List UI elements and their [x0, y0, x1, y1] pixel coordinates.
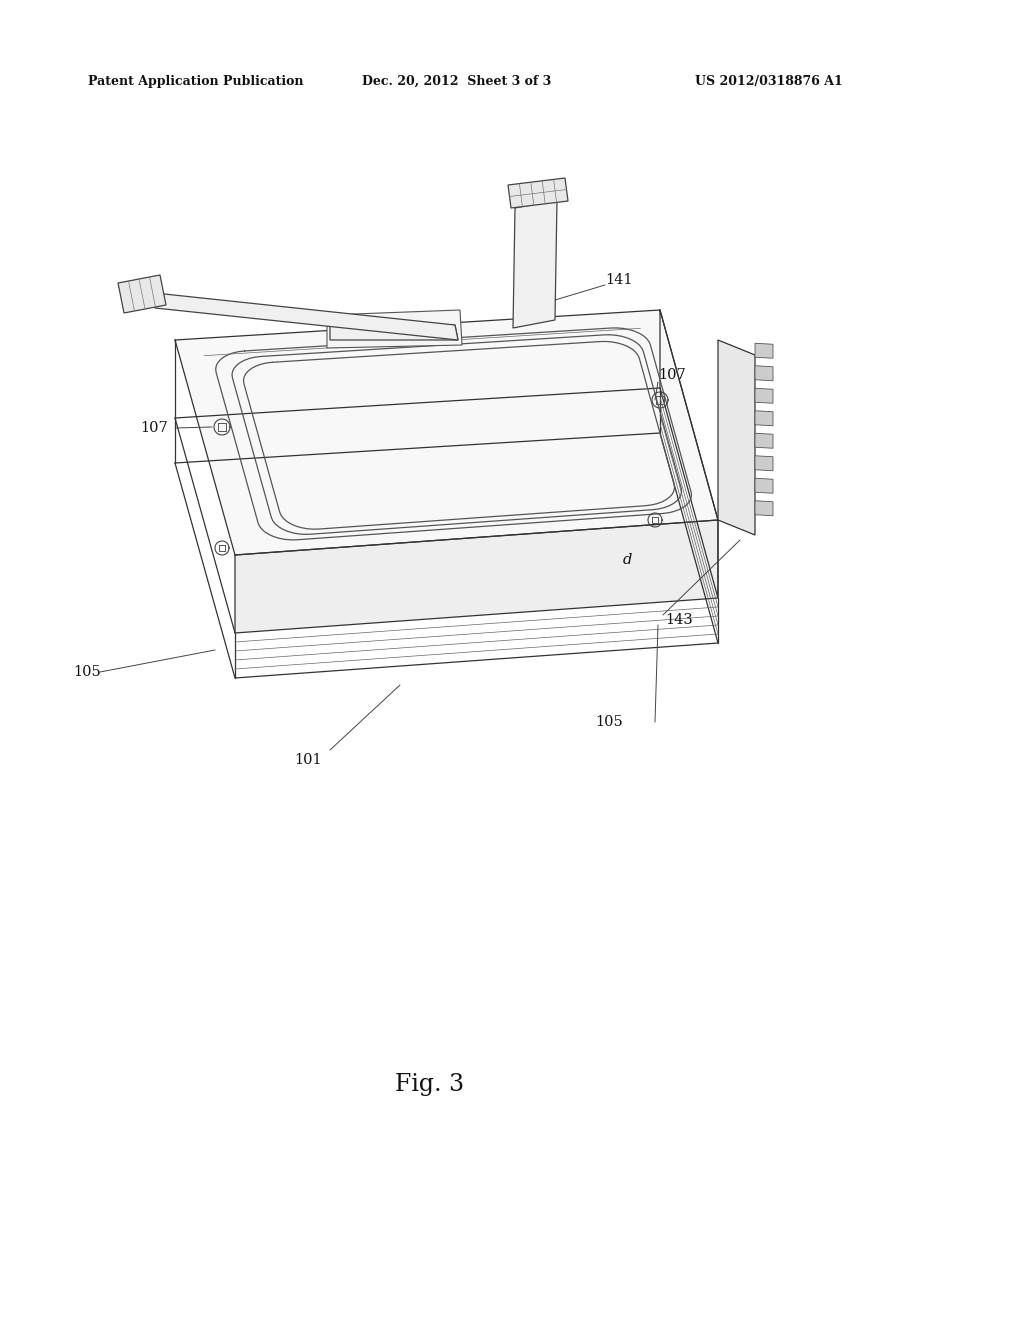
- Polygon shape: [118, 275, 166, 313]
- Polygon shape: [755, 366, 773, 380]
- Text: 101: 101: [294, 752, 322, 767]
- Polygon shape: [755, 343, 773, 358]
- Text: d: d: [623, 553, 633, 568]
- Text: 143: 143: [665, 612, 693, 627]
- Polygon shape: [155, 293, 458, 341]
- Text: 107: 107: [658, 368, 686, 381]
- Polygon shape: [660, 310, 718, 598]
- Text: Fig. 3: Fig. 3: [395, 1073, 465, 1097]
- Polygon shape: [755, 433, 773, 449]
- Polygon shape: [234, 520, 718, 634]
- Text: Dec. 20, 2012  Sheet 3 of 3: Dec. 20, 2012 Sheet 3 of 3: [362, 75, 551, 88]
- Text: 107: 107: [140, 421, 168, 436]
- Text: 141: 141: [605, 273, 633, 286]
- Text: Patent Application Publication: Patent Application Publication: [88, 75, 303, 88]
- Polygon shape: [327, 310, 462, 348]
- Text: 105: 105: [595, 715, 623, 729]
- Polygon shape: [755, 500, 773, 516]
- Text: 105: 105: [73, 665, 100, 678]
- Polygon shape: [175, 310, 718, 554]
- Polygon shape: [718, 341, 755, 535]
- Text: US 2012/0318876 A1: US 2012/0318876 A1: [695, 75, 843, 88]
- Polygon shape: [513, 201, 557, 327]
- Polygon shape: [508, 178, 568, 209]
- Polygon shape: [755, 388, 773, 403]
- Polygon shape: [755, 455, 773, 471]
- Polygon shape: [755, 411, 773, 426]
- Polygon shape: [755, 478, 773, 494]
- Polygon shape: [330, 319, 458, 341]
